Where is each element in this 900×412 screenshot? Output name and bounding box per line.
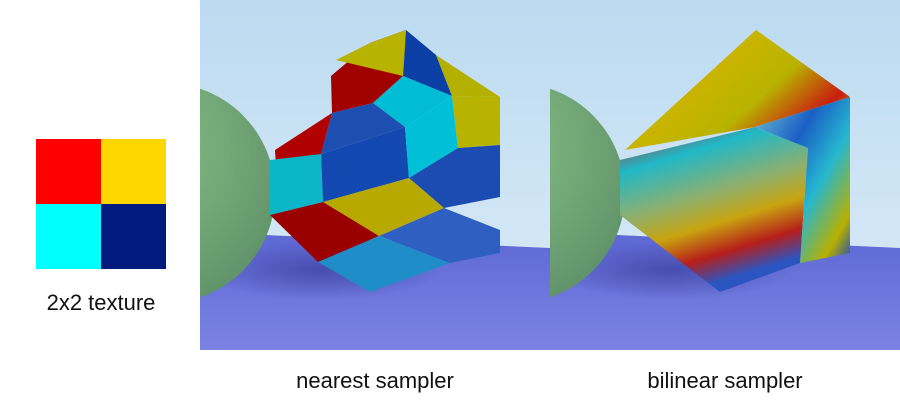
texel-yellow bbox=[101, 139, 166, 204]
nearest-render bbox=[200, 0, 550, 350]
bilinear-render bbox=[550, 0, 900, 350]
bilinear-render-svg bbox=[550, 0, 900, 350]
texel-cyan bbox=[36, 204, 101, 269]
texture-caption: 2x2 texture bbox=[46, 290, 156, 315]
texel-dark-blue bbox=[101, 204, 166, 269]
texel-red bbox=[36, 139, 101, 204]
cube-nearest bbox=[270, 30, 500, 292]
nearest-render-svg bbox=[200, 0, 550, 350]
cube-bilinear bbox=[620, 30, 850, 292]
texture-2x2 bbox=[36, 139, 166, 269]
nearest-caption: nearest sampler bbox=[296, 368, 454, 393]
bilinear-caption: bilinear sampler bbox=[647, 368, 803, 393]
sphere bbox=[200, 88, 275, 298]
sphere bbox=[550, 88, 625, 298]
